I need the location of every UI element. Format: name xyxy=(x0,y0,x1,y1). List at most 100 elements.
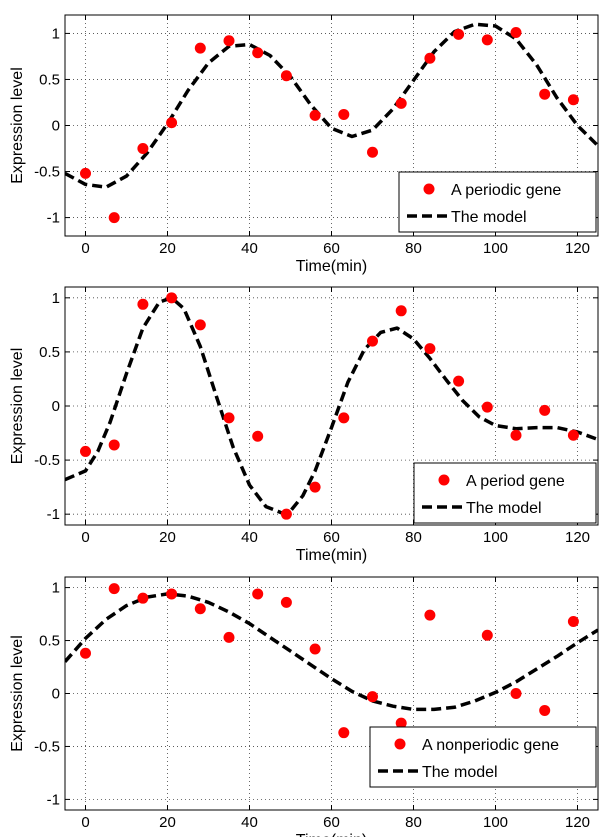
data-point xyxy=(223,631,235,643)
y-tick-label: 0.5 xyxy=(39,71,60,88)
x-tick-label: 100 xyxy=(483,814,508,831)
axes-box xyxy=(64,286,599,526)
y-tick-label: 0 xyxy=(52,686,60,703)
plot-area xyxy=(65,22,598,224)
x-tick-label: 60 xyxy=(323,814,340,831)
subplot-1: 0 20 40 60 80 100 120 -1 -0.5 0 0.5 1 Time(min) Expre… xyxy=(9,14,599,275)
data-point xyxy=(567,615,579,627)
data-point xyxy=(223,35,235,47)
data-point xyxy=(252,47,264,59)
x-tick-label: 60 xyxy=(323,529,340,546)
axes-box xyxy=(64,576,599,811)
legend-label-points: A nonperiodic gene xyxy=(422,737,559,754)
legend-label-line: The model xyxy=(466,500,542,517)
y-tick-label: 0.5 xyxy=(39,344,60,361)
x-tick-label: 20 xyxy=(159,529,176,546)
data-point xyxy=(424,52,436,64)
data-point xyxy=(510,688,522,699)
data-point xyxy=(510,429,522,441)
data-point xyxy=(80,647,91,659)
data-point xyxy=(80,445,91,457)
y-tick-label: 0 xyxy=(52,398,60,415)
legend: A nonperiodic gene The model xyxy=(369,726,597,788)
legend-marker-points xyxy=(394,738,406,750)
data-point xyxy=(194,603,206,615)
data-point xyxy=(338,412,350,424)
legend: A periodic gene The model xyxy=(398,171,597,233)
data-point xyxy=(539,404,551,416)
legend-box xyxy=(413,462,597,524)
x-axis-label: Time(min) xyxy=(296,258,367,275)
data-point xyxy=(80,167,91,179)
y-axis-label: Expression level xyxy=(9,67,26,184)
data-point xyxy=(280,70,292,82)
x-axis-label: Time(min) xyxy=(296,547,367,564)
subplot-2: 0 20 40 60 80 100 120 -1 -0.5 0 0.5 1 Time(min) Expre… xyxy=(9,286,599,564)
data-point xyxy=(108,212,120,224)
data-point xyxy=(280,508,292,520)
y-tick-label: -0.5 xyxy=(34,164,60,181)
y-tick-label: -1 xyxy=(47,506,60,523)
data-point xyxy=(395,305,407,317)
x-tick-label: 0 xyxy=(81,529,89,546)
data-point xyxy=(223,412,235,424)
data-point xyxy=(481,401,493,413)
data-point xyxy=(481,34,493,46)
legend-box xyxy=(398,171,597,233)
legend-marker-points xyxy=(438,474,450,486)
x-tick-label: 100 xyxy=(483,529,508,546)
y-tick-label: -1 xyxy=(47,791,60,808)
x-tick-label: 80 xyxy=(405,814,422,831)
data-point xyxy=(567,429,579,441)
model-line xyxy=(65,296,598,515)
data-point xyxy=(252,588,264,600)
model-line xyxy=(65,22,598,189)
y-tick-label: -1 xyxy=(47,210,60,227)
x-tick-label: 0 xyxy=(81,240,89,257)
data-point xyxy=(395,97,407,109)
legend-label-line: The model xyxy=(451,209,527,226)
y-tick-label: -0.5 xyxy=(34,452,60,469)
legend: A period gene The model xyxy=(413,462,597,524)
x-tick-label: 0 xyxy=(81,814,89,831)
data-point xyxy=(309,109,321,121)
y-tick-label: 1 xyxy=(52,25,60,42)
data-point xyxy=(137,298,149,310)
x-tick-label: 60 xyxy=(323,240,340,257)
data-point xyxy=(166,588,178,600)
y-axis-label: Expression level xyxy=(9,635,26,752)
x-tick-label: 40 xyxy=(241,240,258,257)
x-axis-label: Time(min) xyxy=(296,832,367,837)
data-point xyxy=(338,727,350,739)
x-tick-label: 100 xyxy=(483,240,508,257)
x-tick-label: 40 xyxy=(241,529,258,546)
y-axis-label: Expression level xyxy=(9,348,26,465)
x-tick-label: 40 xyxy=(241,814,258,831)
x-tick-label: 20 xyxy=(159,240,176,257)
subplot-3: 0 20 40 60 80 100 120 -1 -0.5 0 0.5 1 Time(min) Expre… xyxy=(9,576,599,837)
x-tick-label: 80 xyxy=(405,529,422,546)
data-point xyxy=(453,375,465,387)
y-tick-label: 0.5 xyxy=(39,633,60,650)
data-point xyxy=(309,643,321,655)
data-point xyxy=(108,583,120,595)
data-point xyxy=(567,94,579,106)
y-tick-label: 1 xyxy=(52,290,60,307)
x-tick-label: 120 xyxy=(565,814,590,831)
data-point xyxy=(166,117,178,129)
data-point xyxy=(424,343,436,355)
data-point xyxy=(367,691,378,703)
data-point xyxy=(194,319,206,331)
data-point xyxy=(367,146,378,158)
legend-label-points: A periodic gene xyxy=(451,182,561,199)
axes-box xyxy=(64,14,599,237)
data-point xyxy=(481,629,493,641)
data-point xyxy=(108,439,120,451)
y-tick-label: 0 xyxy=(52,118,60,135)
legend-box xyxy=(369,726,597,788)
x-tick-label: 80 xyxy=(405,240,422,257)
data-point xyxy=(280,596,292,608)
data-point xyxy=(367,335,378,347)
legend-label-line: The model xyxy=(422,764,498,781)
